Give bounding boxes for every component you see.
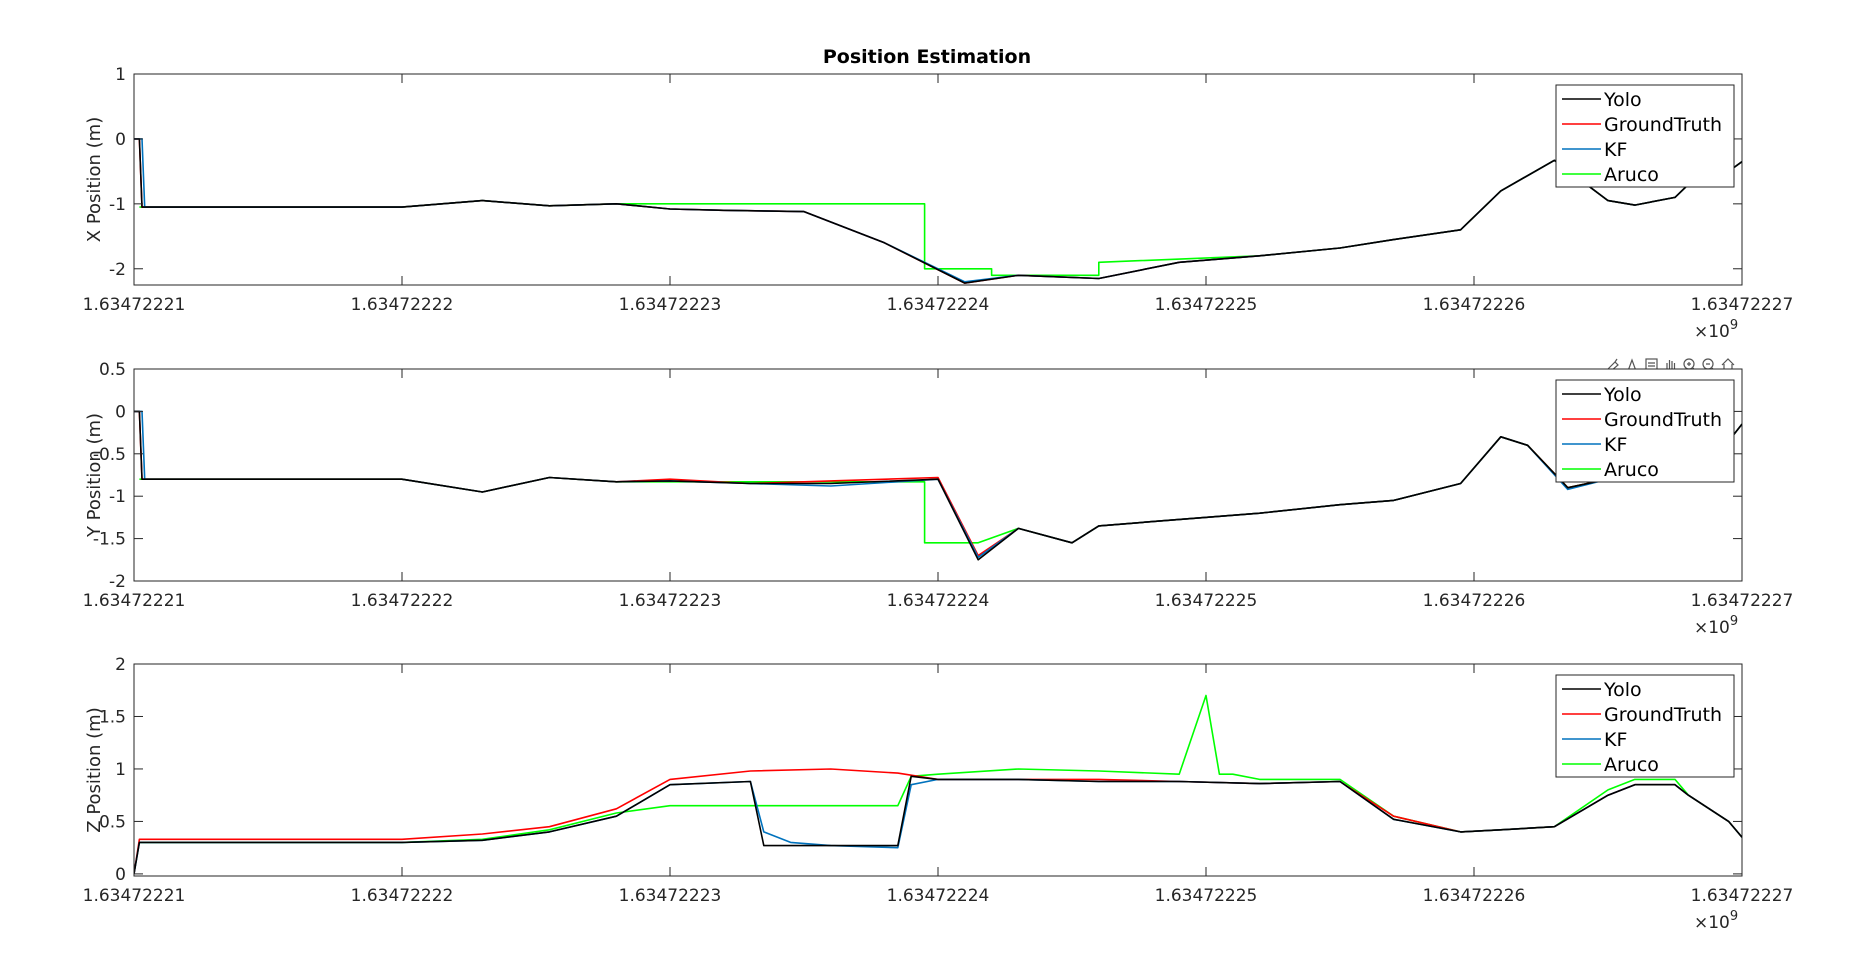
legend-box	[1555, 674, 1735, 778]
series-line-yolo	[134, 775, 1742, 875]
axes-y-position[interactable]: 1.63472221 1.63472222 1.63472223 1.63472224…	[83, 360, 1794, 638]
y-tick-label: -2	[109, 572, 126, 592]
y-axis-label: Z Position (m)	[84, 707, 105, 832]
legend-label-groundtruth: GroundTruth	[1604, 114, 1722, 136]
x-tick-label: 1.63472225	[1155, 591, 1258, 611]
figure-title: Position Estimation	[823, 46, 1031, 68]
legend-label-aruco: Aruco	[1604, 164, 1659, 186]
x-tick-label: 1.63472227	[1691, 295, 1794, 315]
y-axis-label: Y Position (m)	[84, 413, 105, 538]
x-tick-label: 1.63472221	[83, 886, 186, 906]
x-tick-label: 1.63472222	[351, 295, 454, 315]
axes-box	[133, 663, 1743, 877]
pan-icon[interactable]	[1666, 360, 1676, 372]
axes-x-position[interactable]: 1.63472221 1.63472222 1.63472223 1.63472224…	[83, 65, 1794, 342]
x-tick-label: 1.63472225	[1155, 295, 1258, 315]
axes-box	[133, 73, 1743, 286]
legend-label-aruco: Aruco	[1604, 754, 1659, 776]
y-tick-label: -1	[109, 195, 126, 215]
x-exponent-label: ×109	[1694, 909, 1738, 933]
x-tick-label: 1.63472224	[887, 295, 990, 315]
x-tick-label: 1.63472223	[619, 886, 722, 906]
y-tick-label: -0.5	[93, 445, 126, 465]
x-exponent-label: ×109	[1694, 614, 1738, 638]
legend-label-yolo: Yolo	[1603, 384, 1642, 406]
x-tick-label: 1.63472223	[619, 295, 722, 315]
axes-box	[133, 368, 1743, 582]
legend-label-groundtruth: GroundTruth	[1604, 409, 1722, 431]
series-line-yolo	[134, 138, 1742, 284]
x-tick-label: 1.63472225	[1155, 886, 1258, 906]
y-tick-label: 1	[115, 65, 126, 85]
legend-box	[1555, 379, 1735, 483]
series-line-aruco	[139, 694, 1742, 844]
y-tick-label: 2	[115, 655, 126, 675]
y-tick-label: 1.5	[99, 707, 126, 727]
x-tick-label: 1.63472223	[619, 591, 722, 611]
x-tick-label: 1.63472221	[83, 295, 186, 315]
x-tick-label: 1.63472227	[1691, 591, 1794, 611]
x-exponent-label: ×109	[1694, 318, 1738, 342]
legend-label-yolo: Yolo	[1603, 89, 1642, 111]
legend[interactable]: Yolo GroundTruth KF Aruco	[1555, 379, 1735, 483]
legend-label-aruco: Aruco	[1604, 459, 1659, 481]
legend-label-kf: KF	[1604, 729, 1627, 751]
legend-box	[1555, 84, 1735, 188]
y-tick-label: 1	[115, 760, 126, 780]
y-tick-label: 0	[115, 865, 126, 885]
y-tick-label: -1.5	[93, 530, 126, 550]
axes-z-position[interactable]: 1.63472221 1.63472222 1.63472223 1.63472224…	[83, 655, 1794, 933]
x-tick-label: 1.63472224	[887, 886, 990, 906]
y-tick-label: 0	[115, 402, 126, 422]
y-tick-label: 0.5	[99, 360, 126, 380]
x-tick-label: 1.63472226	[1423, 886, 1526, 906]
y-axis-label: X Position (m)	[84, 117, 105, 242]
series-line-yolo	[134, 410, 1742, 561]
x-tick-label: 1.63472221	[83, 591, 186, 611]
x-tick-label: 1.63472226	[1423, 591, 1526, 611]
y-tick-label: 0.5	[99, 812, 126, 832]
legend-label-kf: KF	[1604, 434, 1627, 456]
x-tick-label: 1.63472226	[1423, 295, 1526, 315]
legend[interactable]: Yolo GroundTruth KF Aruco	[1555, 84, 1735, 188]
y-tick-label: -2	[109, 260, 126, 280]
legend-label-yolo: Yolo	[1603, 679, 1642, 701]
y-tick-label: 0	[115, 130, 126, 150]
legend[interactable]: Yolo GroundTruth KF Aruco	[1555, 674, 1735, 778]
x-tick-label: 1.63472222	[351, 886, 454, 906]
y-tick-label: -1	[109, 487, 126, 507]
x-tick-label: 1.63472222	[351, 591, 454, 611]
x-tick-label: 1.63472224	[887, 591, 990, 611]
legend-label-groundtruth: GroundTruth	[1604, 704, 1722, 726]
x-tick-label: 1.63472227	[1691, 886, 1794, 906]
legend-label-kf: KF	[1604, 139, 1627, 161]
